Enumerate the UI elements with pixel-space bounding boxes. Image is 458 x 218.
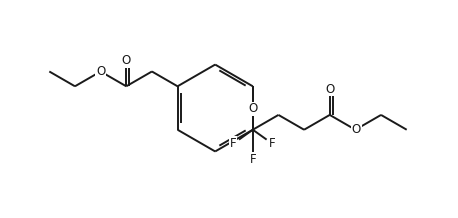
Text: F: F (269, 137, 276, 150)
Text: O: O (248, 102, 257, 116)
Text: O: O (122, 54, 131, 67)
Text: F: F (250, 153, 256, 166)
Text: O: O (352, 123, 361, 136)
Text: O: O (325, 83, 334, 96)
Text: F: F (230, 137, 236, 150)
Text: O: O (96, 65, 105, 78)
